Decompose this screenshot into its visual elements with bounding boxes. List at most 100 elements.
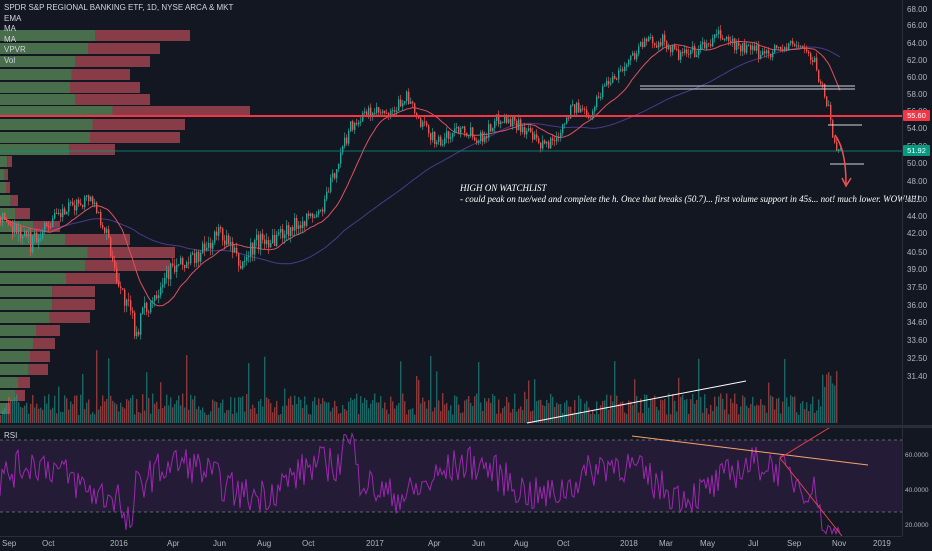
volume-bar — [48, 394, 50, 423]
volume-bar — [716, 406, 718, 423]
volume-bar — [154, 403, 156, 423]
volume-bar — [386, 409, 388, 423]
volume-bar — [300, 399, 302, 423]
vpvr-row-down — [52, 299, 95, 310]
volume-profile — [0, 30, 250, 414]
annotation-title: HIGH ON WATCHLIST — [460, 183, 547, 193]
candle-body — [576, 102, 578, 113]
volume-bar — [542, 405, 544, 423]
candle-body — [422, 121, 424, 127]
rsi-title[interactable]: RSI — [4, 431, 18, 440]
candle-body — [26, 231, 28, 237]
candle-body — [200, 252, 202, 262]
volume-bar — [136, 399, 138, 423]
time-axis[interactable]: Sep Oct 2016 Apr Jun Aug Oct 2017 Apr Jun Aug Oct 20… — [0, 536, 902, 551]
candle-body — [238, 253, 240, 266]
indicator-ma-1[interactable]: MA — [4, 24, 16, 33]
volume-bar — [282, 406, 284, 423]
volume-bar — [594, 414, 596, 423]
volume-bar — [174, 404, 176, 423]
candle-body — [626, 64, 628, 67]
candle-body — [638, 46, 640, 54]
volume-bar — [22, 407, 24, 423]
candle-body — [118, 282, 120, 287]
candle-body — [348, 131, 350, 144]
candle-body — [322, 209, 324, 212]
volume-bar — [688, 413, 690, 423]
candle-body — [148, 311, 150, 313]
candle-body — [108, 229, 110, 238]
pane-separator[interactable] — [0, 425, 932, 428]
candle-body — [338, 163, 340, 170]
candle-body — [14, 224, 16, 234]
volume-bar — [242, 396, 244, 423]
price-axis-label: 36.00 — [907, 301, 928, 310]
rsi-axis[interactable]: 60.0000 40.0000 20.0000 — [902, 428, 932, 536]
candle-body — [64, 208, 66, 215]
candle-body — [154, 295, 156, 301]
candle-body — [602, 86, 604, 98]
candle-body — [840, 148, 842, 150]
volume-bar — [376, 402, 378, 423]
candle-body — [426, 122, 428, 126]
volume-bar — [370, 403, 372, 423]
volume-bar — [224, 412, 226, 423]
volume-bar — [690, 399, 692, 423]
volume-bar — [460, 413, 462, 423]
vpvr-row-down — [71, 69, 130, 80]
candle-body — [190, 254, 192, 264]
volume-bar — [94, 414, 96, 423]
candle-body — [762, 51, 764, 55]
volume-bar — [738, 414, 740, 423]
projection-arrow-head — [841, 177, 852, 188]
volume-bar — [544, 406, 546, 423]
indicator-ema[interactable]: EMA — [4, 13, 22, 23]
indicator-ma-2[interactable]: MA — [4, 34, 16, 44]
candle-body — [418, 116, 420, 119]
volume-bar — [400, 361, 402, 423]
candle-body — [132, 310, 134, 313]
candle-body — [700, 44, 702, 50]
volume-bar — [342, 404, 344, 423]
volume-bar — [262, 406, 264, 423]
volume-bar — [758, 405, 760, 423]
volume-bar — [588, 407, 590, 423]
volume-bar — [112, 400, 114, 423]
volume-bar — [642, 413, 644, 423]
volume-bar — [190, 394, 192, 423]
volume-bar — [748, 407, 750, 423]
candle-body — [572, 104, 574, 106]
vpvr-row-up — [0, 132, 90, 143]
price-axis[interactable]: 68.0066.0064.0062.0060.0058.0056.0054.00… — [902, 0, 932, 425]
candle-body — [596, 96, 598, 108]
candle-body — [670, 46, 672, 53]
indicator-vpvr[interactable]: VPVR — [4, 45, 26, 54]
candle-body — [262, 233, 264, 240]
price-chart-pane[interactable]: SPDR S&P REGIONAL BANKING ETF, 1D, NYSE … — [0, 0, 920, 425]
volume-bar — [740, 406, 742, 423]
price-axis-label: 42.00 — [907, 229, 928, 238]
symbol-title[interactable]: SPDR S&P REGIONAL BANKING ETF, 1D, NYSE … — [4, 3, 234, 12]
volume-bar — [366, 399, 368, 423]
candle-body — [594, 107, 596, 112]
volume-bar — [286, 405, 288, 423]
chart-annotation[interactable]: HIGH ON WATCHLIST - could peak on tue/we… — [460, 183, 920, 205]
volume-bar — [756, 404, 758, 423]
volume-bar — [414, 414, 416, 423]
volume-bar — [250, 408, 252, 423]
indicator-vol[interactable]: Vol — [4, 55, 16, 65]
rsi-pane[interactable]: RSI — [0, 428, 902, 536]
vpvr-row-up — [0, 195, 11, 206]
candle-body — [802, 45, 804, 49]
volume-bar — [512, 408, 514, 423]
volume-bar — [558, 404, 560, 423]
volume-bar — [700, 397, 702, 423]
candle-body — [140, 313, 142, 335]
volume-bar — [650, 399, 652, 423]
volume-bar — [446, 403, 448, 423]
candle-body — [484, 136, 486, 142]
volume-bar — [52, 407, 54, 423]
volume-bar — [692, 393, 694, 423]
candle-body — [600, 97, 602, 99]
candle-body — [68, 202, 70, 212]
